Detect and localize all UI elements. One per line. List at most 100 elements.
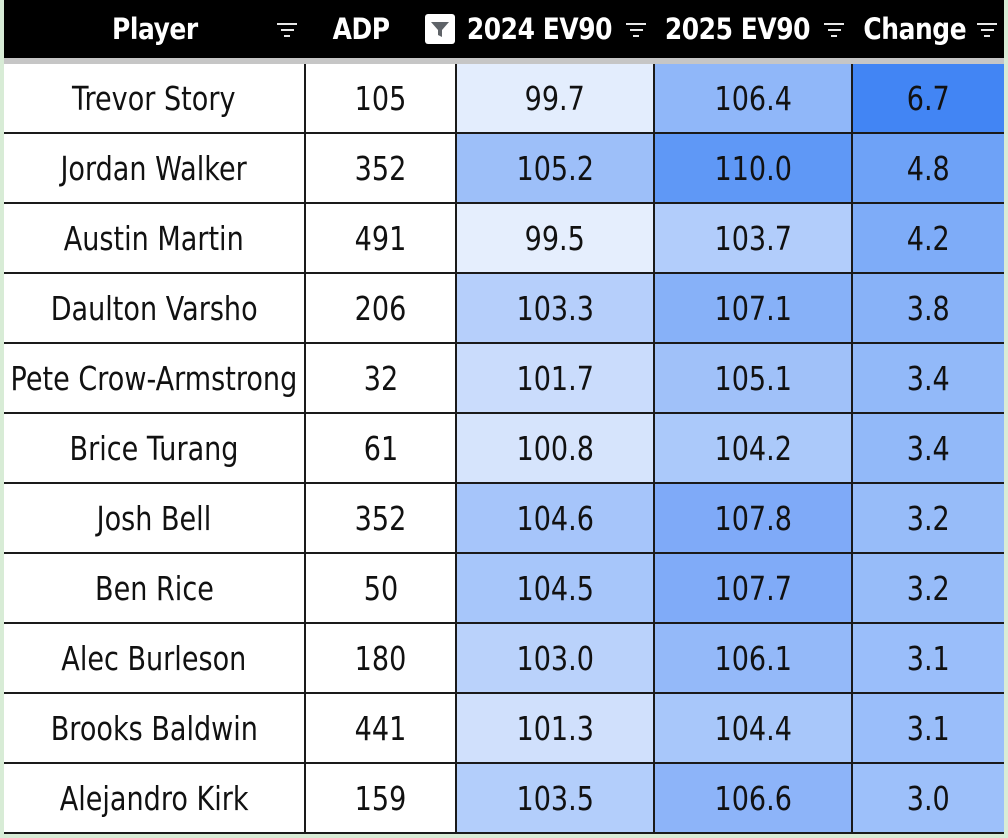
filter-lines-icon[interactable] [276,23,298,37]
cell-2024-ev90[interactable]: 99.5 [457,204,655,272]
cell-change[interactable]: 3.2 [853,484,1004,552]
cell-player[interactable]: Ben Rice [4,554,306,622]
cell-2025-ev90-value: 106.6 [714,778,792,818]
cell-2024-ev90[interactable]: 103.3 [457,274,655,342]
cell-adp[interactable]: 105 [306,64,457,132]
cell-adp[interactable]: 491 [306,204,457,272]
filter-active-icon[interactable] [425,14,455,44]
cell-adp[interactable]: 50 [306,554,457,622]
column-header-label: Player [112,12,198,46]
cell-change[interactable]: 3.4 [853,344,1004,412]
cell-2025-ev90[interactable]: 107.1 [655,274,853,342]
cell-2025-ev90[interactable]: 106.4 [655,64,853,132]
cell-player[interactable]: Daulton Varsho [4,274,306,342]
cell-2024-ev90-value: 99.7 [524,78,586,118]
cell-2024-ev90[interactable]: 105.2 [457,134,655,202]
cell-player[interactable]: Alejandro Kirk [4,764,306,832]
cell-player-value: Brice Turang [69,428,239,468]
cell-change[interactable]: 3.1 [853,624,1004,692]
cell-2024-ev90[interactable]: 103.0 [457,624,655,692]
cell-2025-ev90[interactable]: 103.7 [655,204,853,272]
table-row[interactable]: Jordan Walker 352 105.2 110.0 4.8 [4,134,1004,204]
cell-adp[interactable]: 159 [306,764,457,832]
cell-2025-ev90[interactable]: 110.0 [655,134,853,202]
cell-adp-value: 159 [354,778,407,818]
cell-2024-ev90-value: 104.6 [516,498,594,538]
column-header-player[interactable]: Player [4,0,306,58]
cell-adp[interactable]: 441 [306,694,457,762]
cell-2025-ev90[interactable]: 105.1 [655,344,853,412]
cell-2025-ev90[interactable]: 104.2 [655,414,853,482]
cell-2024-ev90[interactable]: 104.6 [457,484,655,552]
cell-2024-ev90-value: 105.2 [516,148,594,188]
sheet-edge [0,0,4,838]
cell-player[interactable]: Brice Turang [4,414,306,482]
cell-2024-ev90-value: 100.8 [516,428,594,468]
cell-2025-ev90[interactable]: 104.4 [655,694,853,762]
cell-player[interactable]: Josh Bell [4,484,306,552]
cell-adp[interactable]: 180 [306,624,457,692]
cell-2025-ev90[interactable]: 106.1 [655,624,853,692]
filter-lines-icon[interactable] [976,23,998,37]
column-header-2025-ev90[interactable]: 2025 EV90 [655,0,853,58]
cell-2025-ev90[interactable]: 106.6 [655,764,853,832]
cell-2025-ev90[interactable]: 107.8 [655,484,853,552]
cell-player[interactable]: Jordan Walker [4,134,306,202]
cell-change-value: 6.7 [906,78,951,118]
cell-change-value: 3.0 [906,778,951,818]
cell-adp-value: 206 [354,288,407,328]
table-row[interactable]: Austin Martin 491 99.5 103.7 4.2 [4,204,1004,274]
cell-player[interactable]: Trevor Story [4,64,306,132]
column-header-label: Change [863,12,966,46]
cell-change[interactable]: 3.2 [853,554,1004,622]
cell-adp[interactable]: 206 [306,274,457,342]
cell-change[interactable]: 4.2 [853,204,1004,272]
cell-2025-ev90-value: 104.4 [714,708,792,748]
cell-change[interactable]: 4.8 [853,134,1004,202]
table-row[interactable]: Ben Rice 50 104.5 107.7 3.2 [4,554,1004,624]
cell-change[interactable]: 3.0 [853,764,1004,832]
cell-change-value: 4.8 [906,148,951,188]
cell-adp[interactable]: 32 [306,344,457,412]
cell-player-value: Josh Bell [96,498,212,538]
table-row[interactable]: Josh Bell 352 104.6 107.8 3.2 [4,484,1004,554]
cell-player[interactable]: Alec Burleson [4,624,306,692]
table-row[interactable]: Pete Crow-Armstrong 32 101.7 105.1 3.4 [4,344,1004,414]
cell-2024-ev90[interactable]: 99.7 [457,64,655,132]
cell-player[interactable]: Pete Crow-Armstrong [4,344,306,412]
cell-change[interactable]: 6.7 [853,64,1004,132]
cell-2024-ev90[interactable]: 103.5 [457,764,655,832]
cell-adp[interactable]: 352 [306,484,457,552]
table-row[interactable]: Trevor Story 105 99.7 106.4 6.7 [4,64,1004,134]
cell-change[interactable]: 3.8 [853,274,1004,342]
cell-player-value: Trevor Story [72,78,236,118]
table-row[interactable]: Brooks Baldwin 441 101.3 104.4 3.1 [4,694,1004,764]
cell-2025-ev90-value: 110.0 [714,148,792,188]
cell-2024-ev90[interactable]: 104.5 [457,554,655,622]
filter-lines-icon[interactable] [625,23,647,37]
cell-player-value: Pete Crow-Armstrong [10,358,298,398]
cell-2024-ev90[interactable]: 101.7 [457,344,655,412]
cell-player[interactable]: Brooks Baldwin [4,694,306,762]
filter-lines-icon[interactable] [823,23,845,37]
column-header-label: 2025 EV90 [664,12,810,46]
column-header-2024-ev90[interactable]: 2024 EV90 [457,0,655,58]
table-header: Player ADP 2024 EV90 2025 EV90 Change [4,0,1004,58]
cell-adp-value: 441 [354,708,407,748]
column-header-adp[interactable]: ADP [306,0,457,58]
cell-adp[interactable]: 352 [306,134,457,202]
column-header-change[interactable]: Change [853,0,1004,58]
cell-change[interactable]: 3.4 [853,414,1004,482]
table-row[interactable]: Alejandro Kirk 159 103.5 106.6 3.0 [4,764,1004,834]
cell-player-value: Alec Burleson [61,638,247,678]
cell-adp-value: 352 [354,148,407,188]
cell-adp[interactable]: 61 [306,414,457,482]
cell-2024-ev90[interactable]: 101.3 [457,694,655,762]
cell-2025-ev90[interactable]: 107.7 [655,554,853,622]
table-row[interactable]: Brice Turang 61 100.8 104.2 3.4 [4,414,1004,484]
cell-change[interactable]: 3.1 [853,694,1004,762]
table-row[interactable]: Daulton Varsho 206 103.3 107.1 3.8 [4,274,1004,344]
table-row[interactable]: Alec Burleson 180 103.0 106.1 3.1 [4,624,1004,694]
cell-2024-ev90[interactable]: 100.8 [457,414,655,482]
cell-player[interactable]: Austin Martin [4,204,306,272]
